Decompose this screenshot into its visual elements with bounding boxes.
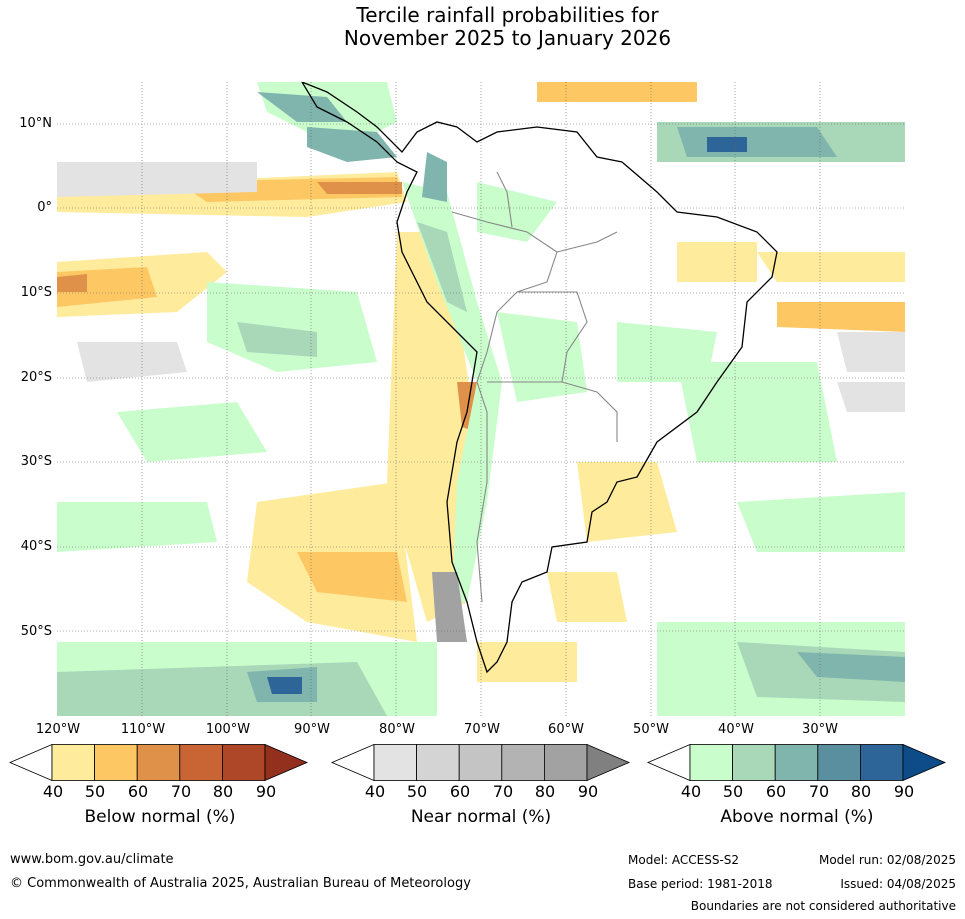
- below-tick: 90: [255, 782, 277, 801]
- below-tick: 60: [127, 782, 149, 801]
- above-tick: 40: [680, 782, 702, 801]
- map-title: Tercile rainfall probabilities for Novem…: [0, 4, 965, 50]
- above-colorbar-segment: [732, 744, 776, 781]
- lon-label-80w: 80°W: [379, 722, 415, 737]
- below-tick: 50: [84, 782, 106, 801]
- colorbar-above-normal: [646, 744, 947, 781]
- above-colorbar-segment: [817, 744, 861, 781]
- lat-label-20s: 20°S: [20, 370, 52, 385]
- lon-label-40w: 40°W: [718, 722, 754, 737]
- above-colorbar-segment: [774, 744, 819, 781]
- below-colorbar-segment: [221, 744, 266, 781]
- above-colorbar-segment: [689, 744, 733, 781]
- below-tick: 40: [42, 782, 64, 801]
- below-colorbar-low-arrow: [8, 744, 53, 781]
- lat-label-50s: 50°S: [20, 624, 52, 639]
- website-link[interactable]: www.bom.gov.au/climate: [10, 852, 174, 867]
- copyright-text: © Commonwealth of Australia 2025, Austra…: [10, 876, 471, 891]
- below-tick: 70: [170, 782, 192, 801]
- lat-label-30s: 30°S: [20, 454, 52, 469]
- near-colorbar-segment: [543, 744, 588, 781]
- lon-label-60w: 60°W: [548, 722, 584, 737]
- title-line-2: November 2025 to January 2026: [343, 26, 672, 50]
- below-tick: 80: [212, 782, 234, 801]
- lat-label-40s: 40°S: [20, 539, 52, 554]
- lon-label-70w: 70°W: [464, 722, 500, 737]
- above-colorbar-low-arrow: [646, 744, 691, 781]
- lat-label-10n: 10°N: [19, 116, 52, 131]
- south-america-coastline: [301, 82, 778, 674]
- base-period-text: Base period: 1981-2018: [628, 877, 773, 891]
- country-borders: [451, 171, 618, 603]
- above-tick: 70: [808, 782, 830, 801]
- disclaimer-text: Boundaries are not considered authoritat…: [690, 899, 956, 913]
- above-tick: 50: [722, 782, 744, 801]
- above-tick: 90: [893, 782, 915, 801]
- near-colorbar-segment: [501, 744, 545, 781]
- colorbar-below-title: Below normal (%): [84, 807, 236, 827]
- near-tick: 40: [364, 782, 386, 801]
- below-colorbar-high-arrow: [264, 744, 309, 781]
- near-tick: 90: [577, 782, 599, 801]
- colorbar-below-normal: [8, 744, 309, 781]
- colorbar-above-title: Above normal (%): [720, 807, 874, 827]
- probability-field: [57, 82, 905, 716]
- near-colorbar-segment: [373, 744, 417, 781]
- near-colorbar-segment: [458, 744, 503, 781]
- lon-label-50w: 50°W: [633, 722, 669, 737]
- model-text: Model: ACCESS-S2: [628, 853, 740, 867]
- near-colorbar-high-arrow: [586, 744, 631, 781]
- colorbar-near-title: Near normal (%): [410, 807, 552, 827]
- near-tick: 80: [534, 782, 556, 801]
- lon-label-100w: 100°W: [205, 722, 251, 737]
- lat-label-10s: 10°S: [20, 285, 52, 300]
- model-run-text: Model run: 02/08/2025: [818, 853, 956, 867]
- forecast-map: [57, 82, 905, 716]
- lon-label-110w: 110°W: [120, 722, 166, 737]
- near-tick: 60: [449, 782, 471, 801]
- title-line-1: Tercile rainfall probabilities for: [356, 3, 659, 27]
- above-colorbar-high-arrow: [902, 744, 947, 781]
- below-colorbar-segment: [51, 744, 95, 781]
- near-colorbar-segment: [416, 744, 460, 781]
- lon-label-30w: 30°W: [802, 722, 838, 737]
- issued-text: Issued: 04/08/2025: [840, 877, 956, 891]
- near-tick: 70: [492, 782, 514, 801]
- below-colorbar-segment: [94, 744, 138, 781]
- near-colorbar-low-arrow: [330, 744, 375, 781]
- above-tick: 80: [850, 782, 872, 801]
- below-colorbar-segment: [136, 744, 181, 781]
- colorbar-near-normal: [330, 744, 631, 781]
- near-tick: 50: [406, 782, 428, 801]
- lon-label-90w: 90°W: [294, 722, 330, 737]
- lat-label-0: 0°: [37, 200, 52, 215]
- lon-label-120w: 120°W: [35, 722, 81, 737]
- below-colorbar-segment: [179, 744, 223, 781]
- above-colorbar-segment: [859, 744, 904, 781]
- above-tick: 60: [765, 782, 787, 801]
